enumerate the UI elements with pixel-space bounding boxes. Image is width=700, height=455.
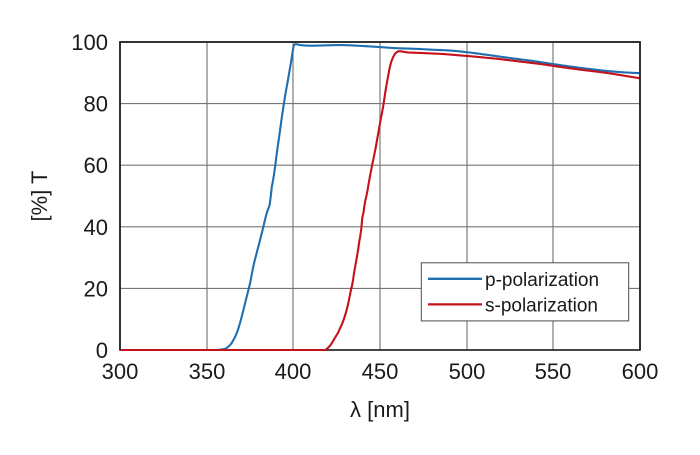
svg-text:80: 80 [84, 92, 108, 117]
svg-text:600: 600 [622, 359, 659, 384]
svg-text:400: 400 [275, 359, 312, 384]
svg-text:p-polarization: p-polarization [485, 270, 599, 291]
svg-text:λ [nm]: λ [nm] [350, 397, 410, 422]
svg-text:350: 350 [189, 359, 226, 384]
svg-text:60: 60 [84, 153, 108, 178]
svg-text:20: 20 [84, 276, 108, 301]
svg-text:s-polarization: s-polarization [485, 295, 598, 316]
svg-text:40: 40 [84, 215, 108, 240]
svg-text:[%] T: [%] T [27, 171, 52, 222]
svg-text:300: 300 [102, 359, 139, 384]
svg-text:550: 550 [535, 359, 572, 384]
svg-text:500: 500 [449, 359, 486, 384]
svg-text:450: 450 [362, 359, 399, 384]
svg-text:100: 100 [71, 30, 108, 55]
